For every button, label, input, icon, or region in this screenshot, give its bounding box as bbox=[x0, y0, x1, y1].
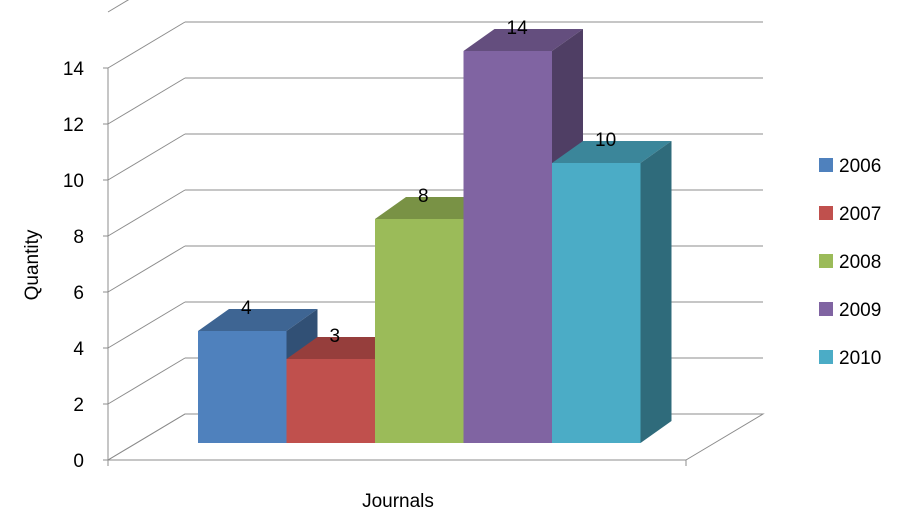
legend-swatch bbox=[819, 254, 833, 268]
data-label-2010: 10 bbox=[595, 130, 616, 151]
y-tick-label: 4 bbox=[73, 339, 84, 360]
bar-front bbox=[286, 359, 375, 443]
legend-item-2006: 2006 bbox=[819, 156, 881, 177]
legend-label: 2010 bbox=[839, 348, 881, 369]
bar-side bbox=[640, 141, 672, 443]
legend-item-2007: 2007 bbox=[819, 204, 881, 225]
y-tick-label: 6 bbox=[73, 283, 84, 304]
data-label-2006: 4 bbox=[241, 298, 252, 319]
legend-swatch bbox=[819, 350, 833, 364]
bar-front bbox=[375, 219, 464, 443]
y-axis-title: Quantity bbox=[22, 229, 43, 300]
legend-swatch bbox=[819, 158, 833, 172]
axes: 0 2 4 6 8 10 12 14 bbox=[63, 59, 687, 472]
bar-front bbox=[552, 163, 641, 443]
legend: 2006 2007 2008 2009 2010 bbox=[819, 156, 881, 369]
y-tick-label: 10 bbox=[63, 171, 84, 192]
y-tick-label: 12 bbox=[63, 115, 84, 136]
legend-swatch bbox=[819, 206, 833, 220]
legend-label: 2008 bbox=[839, 252, 881, 273]
data-label-2008: 8 bbox=[418, 186, 429, 207]
bar-front bbox=[198, 331, 287, 443]
legend-swatch bbox=[819, 302, 833, 316]
y-tick-label: 14 bbox=[63, 59, 85, 80]
bar-top bbox=[463, 29, 583, 51]
legend-item-2010: 2010 bbox=[819, 348, 881, 369]
bar-front bbox=[463, 51, 552, 443]
legend-item-2008: 2008 bbox=[819, 252, 881, 273]
gridline bbox=[107, 21, 763, 69]
bars bbox=[198, 29, 672, 443]
data-label-2007: 3 bbox=[330, 326, 341, 347]
legend-label: 2009 bbox=[839, 300, 881, 321]
data-labels: 4 3 8 14 10 bbox=[241, 18, 616, 347]
bar-2010 bbox=[552, 141, 672, 443]
data-label-2009: 14 bbox=[507, 18, 529, 39]
legend-label: 2007 bbox=[839, 204, 881, 225]
y-tick-label: 0 bbox=[73, 451, 84, 472]
y-tick-label: 8 bbox=[73, 227, 84, 248]
gridline bbox=[107, 0, 130, 13]
legend-item-2009: 2009 bbox=[819, 300, 881, 321]
legend-label: 2006 bbox=[839, 156, 881, 177]
gridline bbox=[107, 77, 763, 125]
y-tick-label: 2 bbox=[73, 395, 84, 416]
bar-top bbox=[198, 309, 318, 331]
x-axis-title: Journals bbox=[362, 491, 434, 512]
bar-top bbox=[552, 141, 672, 163]
